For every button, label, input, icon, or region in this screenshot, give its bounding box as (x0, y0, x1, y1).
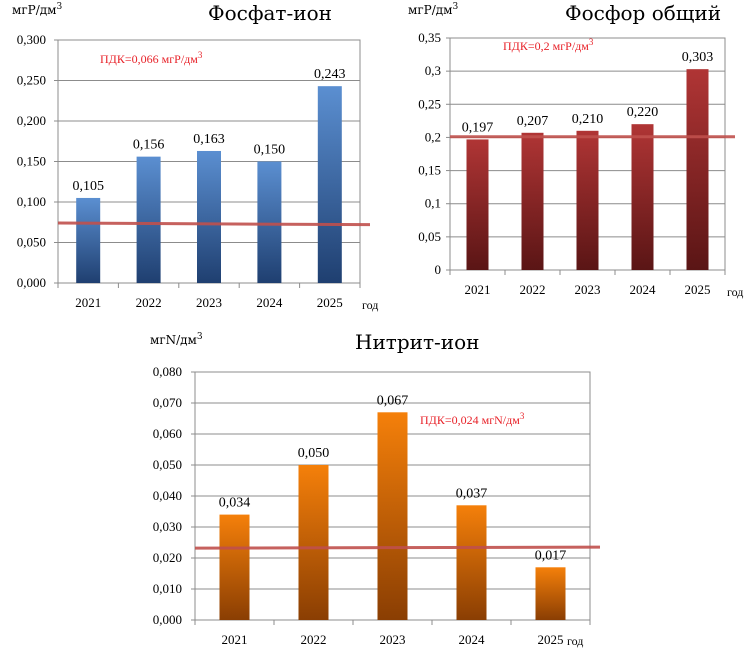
bar-2023 (197, 150, 221, 283)
chart-title: Нитрит-ион (355, 330, 480, 354)
y-tick-label: 0,05 (418, 229, 441, 244)
bar-2021 (76, 197, 101, 283)
y-tick-label: 0,1 (425, 196, 441, 211)
data-label-2025: 0,017 (535, 548, 567, 563)
x-tick-label-2024: 2024 (459, 632, 486, 647)
bar-2024 (631, 124, 654, 271)
pdk-label: ПДК=0,2 мгР/дм3 (503, 37, 594, 53)
x-tick-label-2021: 2021 (465, 282, 491, 297)
y-tick-label: 0,070 (153, 395, 182, 410)
bar-2022 (298, 465, 329, 620)
x-tick-label-2023: 2023 (380, 632, 406, 647)
chart-2: Фосфор общий мгР/дм3 0 0,05 0,1 0,15 0,2 0,25 0,… (408, 1, 743, 299)
y-tick-label: 0,050 (17, 235, 46, 250)
chart-1: Фосфат-ион мгР/дм3 0,000 0,050 0,100 0,150 0,2… (12, 1, 378, 312)
data-label-2024: 0,037 (456, 486, 488, 501)
bar-2025 (317, 86, 342, 283)
x-tick-label-2023: 2023 (196, 295, 222, 310)
y-tick-label: 0,010 (153, 581, 182, 596)
x-tick-label-2025: 2025 (685, 282, 711, 297)
data-label-2023: 0,210 (572, 112, 604, 127)
bar-2023 (377, 412, 408, 620)
pdk-label: ПДК=0,066 мгР/дм3 (100, 50, 203, 66)
y-tick-label: 0,040 (153, 488, 182, 503)
x-tick-label-2022: 2022 (301, 632, 327, 647)
bar-2024 (257, 161, 282, 283)
bar-2022 (521, 132, 544, 270)
y-tick-label: 0,3 (425, 63, 441, 78)
bar-2021 (466, 139, 489, 270)
data-label-2021: 0,105 (72, 179, 104, 194)
y-tick-label: 0,000 (153, 612, 182, 627)
data-label-2022: 0,207 (517, 114, 549, 129)
y-tick-label: 0,200 (17, 113, 46, 128)
x-axis-unit: год (567, 634, 583, 648)
y-tick-label: 0,080 (153, 364, 182, 379)
x-tick-label-2025: 2025 (538, 632, 564, 647)
chart-title: Фосфат-ион (208, 1, 332, 25)
y-tick-label: 0,060 (153, 426, 182, 441)
data-label-2025: 0,303 (682, 50, 714, 65)
pdk-line (57, 221, 371, 227)
x-tick-label-2024: 2024 (256, 295, 283, 310)
x-tick-label-2024: 2024 (630, 282, 657, 297)
y-tick-label: 0,150 (17, 154, 46, 169)
data-label-2021: 0,197 (462, 120, 494, 135)
y-tick-label: 0,15 (418, 163, 441, 178)
x-tick-label-2021: 2021 (75, 295, 101, 310)
data-label-2022: 0,050 (298, 446, 330, 461)
y-tick-label: 0,300 (17, 32, 46, 47)
data-label-2021: 0,034 (219, 496, 251, 511)
y-axis-label: мгР/дм3 (12, 2, 62, 17)
pdk-label: ПДК=0,024 мгN/дм3 (420, 411, 525, 427)
y-tick-label: 0,100 (17, 194, 46, 209)
y-tick-label: 0 (435, 262, 442, 277)
bar-2023 (576, 130, 599, 270)
bar-2021 (219, 514, 250, 620)
x-tick-label-2023: 2023 (575, 282, 601, 297)
data-label-2023: 0,163 (193, 132, 225, 147)
data-label-2024: 0,220 (627, 105, 659, 120)
chart-title: Фосфор общий (565, 1, 721, 25)
x-tick-label-2025: 2025 (317, 295, 343, 310)
bar-2025 (535, 567, 566, 620)
y-tick-label: 0,250 (17, 73, 46, 88)
data-label-2022: 0,156 (133, 138, 165, 153)
y-tick-label: 0,2 (425, 129, 441, 144)
bar-2022 (136, 156, 161, 283)
y-axis-label: мгР/дм3 (408, 2, 458, 17)
data-label-2025: 0,243 (314, 67, 346, 82)
bar-2025 (686, 69, 709, 270)
bar-2024 (456, 505, 487, 620)
x-tick-label-2022: 2022 (136, 295, 162, 310)
chart-3: Нитрит-ион мгN/дм3 0,000 0,010 0,020 0,030 0,0… (150, 330, 601, 648)
y-tick-label: 0,000 (17, 275, 46, 290)
x-tick-label-2022: 2022 (520, 282, 546, 297)
y-tick-label: 0,030 (153, 519, 182, 534)
pdk-line (194, 545, 601, 550)
y-tick-label: 0,050 (153, 457, 182, 472)
y-tick-label: 0,020 (153, 550, 182, 565)
data-label-2024: 0,150 (254, 143, 286, 158)
x-tick-label-2021: 2021 (222, 632, 248, 647)
data-label-2023: 0,067 (377, 393, 409, 408)
y-axis-label: мгN/дм3 (150, 332, 203, 347)
x-axis-unit: год (727, 285, 743, 299)
y-tick-label: 0,25 (418, 96, 441, 111)
x-axis-unit: год (362, 298, 378, 312)
y-tick-label: 0,35 (418, 30, 441, 45)
